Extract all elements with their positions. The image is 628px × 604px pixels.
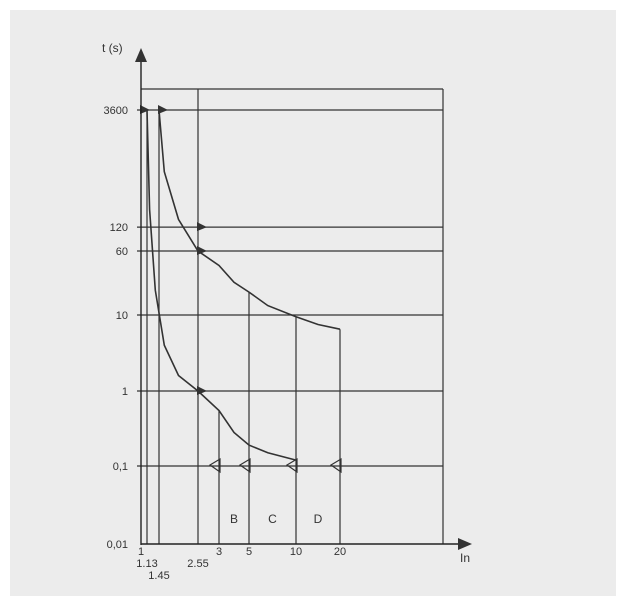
curve-flag-marker	[197, 386, 207, 395]
x-tick-label: 10	[290, 546, 302, 558]
trip-zone-label: D	[314, 512, 323, 526]
x-tick-label-bottom: 1.45	[148, 570, 169, 582]
x-tick-label-bottom: 2.55	[187, 558, 208, 570]
upper-trip-curve	[158, 109, 341, 330]
x-tick-label-bottom: 1.13	[136, 558, 157, 570]
instant-trip-marker	[238, 457, 251, 474]
marker-layer	[140, 105, 342, 474]
chart-panel	[10, 10, 616, 596]
instant-trip-marker	[285, 457, 298, 474]
x-tick-label: 20	[334, 546, 346, 558]
label-layer: 3600 120 60 10 1 0,1 0,01 1 3 5 10 20 1.131.45 2.55 B C…	[104, 105, 347, 582]
x-tick-label: 3	[216, 546, 222, 558]
y-axis-label: t (s)	[102, 41, 123, 55]
curve-flag-marker	[197, 222, 207, 232]
instant-trip-marker	[208, 457, 221, 474]
y-tick-label: 1	[122, 386, 128, 398]
x-axis-arrow	[458, 538, 472, 550]
y-tick-label: 10	[116, 310, 128, 322]
y-tick-label: 0,1	[113, 461, 128, 473]
instant-trip-marker	[329, 457, 342, 474]
y-axis-arrow	[135, 48, 147, 62]
y-tick-label: 120	[110, 222, 128, 234]
y-tick-label: 60	[116, 246, 128, 258]
curve-flag-marker	[140, 105, 150, 114]
x-tick-label: 1	[138, 546, 144, 558]
y-tick-label: 0,01	[107, 539, 128, 551]
x-tick-label: 5	[246, 546, 252, 558]
curve-flag-marker	[158, 105, 168, 114]
x-axis-label: In	[460, 551, 470, 565]
trip-zone-label: B	[230, 512, 238, 526]
trip-zone-label: C	[268, 512, 277, 526]
y-tick-label: 3600	[104, 105, 128, 117]
curve-flag-marker	[197, 246, 207, 255]
